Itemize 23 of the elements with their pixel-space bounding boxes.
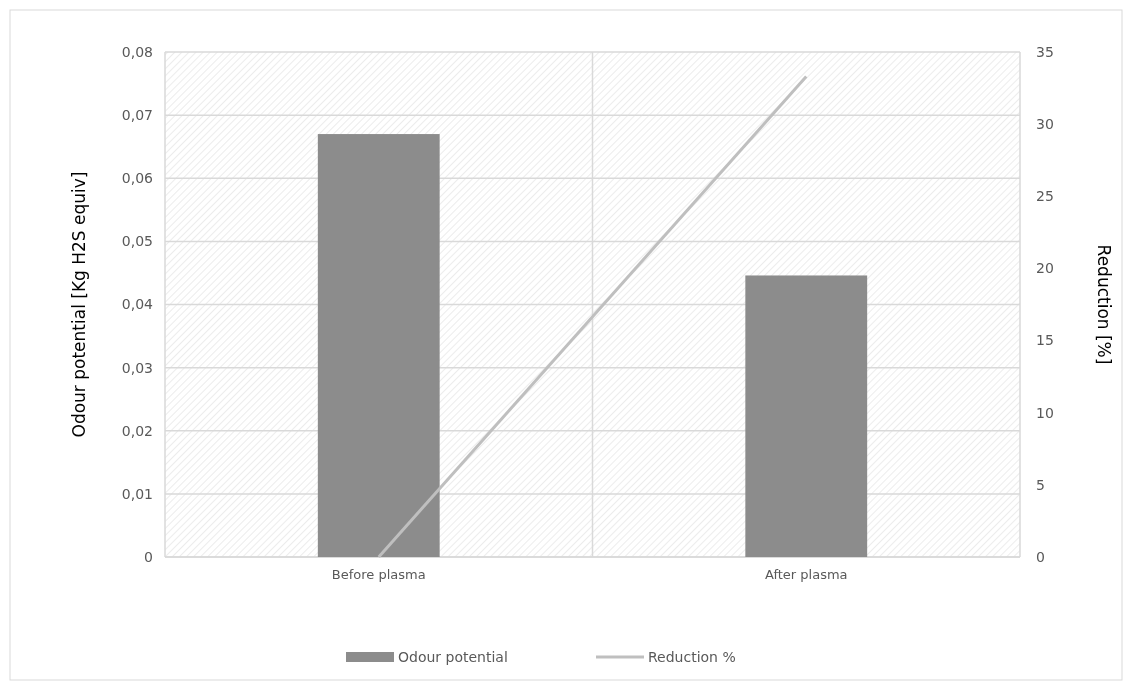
legend-label: Odour potential [398,648,508,665]
y2-tick-label: 10 [1036,404,1054,421]
y2-tick-label: 35 [1036,43,1054,60]
y-tick-label: 0,08 [121,43,153,60]
x-tick-label: After plasma [764,567,848,582]
y-tick-label: 0,01 [121,485,153,502]
y2-tick-label: 25 [1036,188,1054,205]
y-tick-label: 0,02 [121,422,153,439]
y-tick-label: 0,03 [121,359,153,376]
y2-tick-label: 20 [1036,260,1054,277]
y-tick-label: 0,07 [121,107,153,124]
y-tick-label: 0,04 [121,296,154,313]
y-tick-label: 0,05 [121,233,153,250]
x-tick-label: Before plasma [331,567,426,582]
y-tick-label: 0,06 [121,170,154,187]
legend-label: Reduction % [648,648,736,665]
y-axis-title: Odour potential [Kg H2S equiv] [69,171,89,438]
y2-tick-label: 30 [1036,116,1054,133]
y2-tick-label: 5 [1036,476,1045,493]
y-tick-label: 0 [144,548,153,565]
y2-axis-title: Reduction [%] [1094,244,1114,365]
y2-tick-label: 15 [1036,332,1054,349]
y2-tick-label: 0 [1036,548,1045,565]
